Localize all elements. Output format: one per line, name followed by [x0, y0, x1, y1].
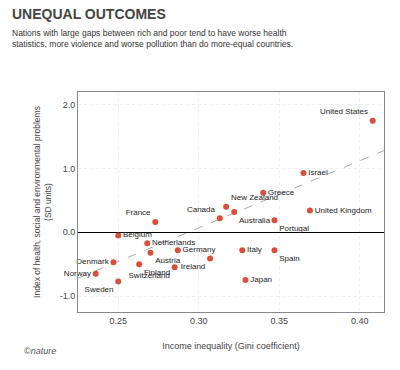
svg-text:Israel: Israel [308, 168, 328, 177]
svg-text:Netherlands: Netherlands [152, 238, 195, 247]
svg-text:New Zealand: New Zealand [231, 193, 278, 202]
svg-text:Norway: Norway [64, 269, 91, 278]
svg-text:Index of health, social and en: Index of health, social and environmenta… [32, 106, 53, 298]
svg-text:0.35: 0.35 [271, 316, 289, 326]
svg-text:Ireland: Ireland [181, 262, 205, 271]
svg-text:1.0: 1.0 [63, 164, 76, 174]
svg-text:©nature: ©nature [24, 346, 56, 356]
svg-text:2.0: 2.0 [63, 100, 76, 110]
svg-text:Spain: Spain [279, 254, 299, 263]
svg-text:Sweden: Sweden [85, 285, 114, 294]
svg-text:Japan: Japan [250, 275, 272, 284]
svg-text:Denmark: Denmark [76, 257, 109, 266]
svg-text:Nations with large gaps betwee: Nations with large gaps between rich and… [12, 28, 293, 49]
svg-text:0.25: 0.25 [109, 316, 127, 326]
svg-text:Canada: Canada [187, 205, 216, 214]
svg-text:Income inequality (Gini coeffi: Income inequality (Gini coefficient) [162, 341, 299, 351]
svg-text:Switzerland: Switzerland [129, 271, 170, 280]
svg-text:0.30: 0.30 [190, 316, 208, 326]
svg-text:Portugal: Portugal [279, 224, 309, 233]
svg-text:Finland: Finland [144, 268, 170, 277]
svg-text:France: France [126, 208, 151, 217]
svg-text:Australia: Australia [239, 216, 271, 225]
svg-text:Greece: Greece [268, 188, 295, 197]
svg-text:0.0: 0.0 [63, 227, 76, 237]
svg-text:-1.0: -1.0 [60, 291, 76, 301]
svg-text:Germany: Germany [183, 245, 216, 254]
svg-text:0.40: 0.40 [351, 316, 369, 326]
svg-text:Italy: Italy [247, 245, 262, 254]
svg-text:UNEQUAL OUTCOMES: UNEQUAL OUTCOMES [12, 6, 166, 22]
svg-text:Austria: Austria [155, 256, 180, 265]
svg-text:United States: United States [320, 107, 368, 116]
svg-text:United Kingdom: United Kingdom [315, 206, 372, 215]
svg-text:Belgium: Belgium [123, 230, 152, 239]
